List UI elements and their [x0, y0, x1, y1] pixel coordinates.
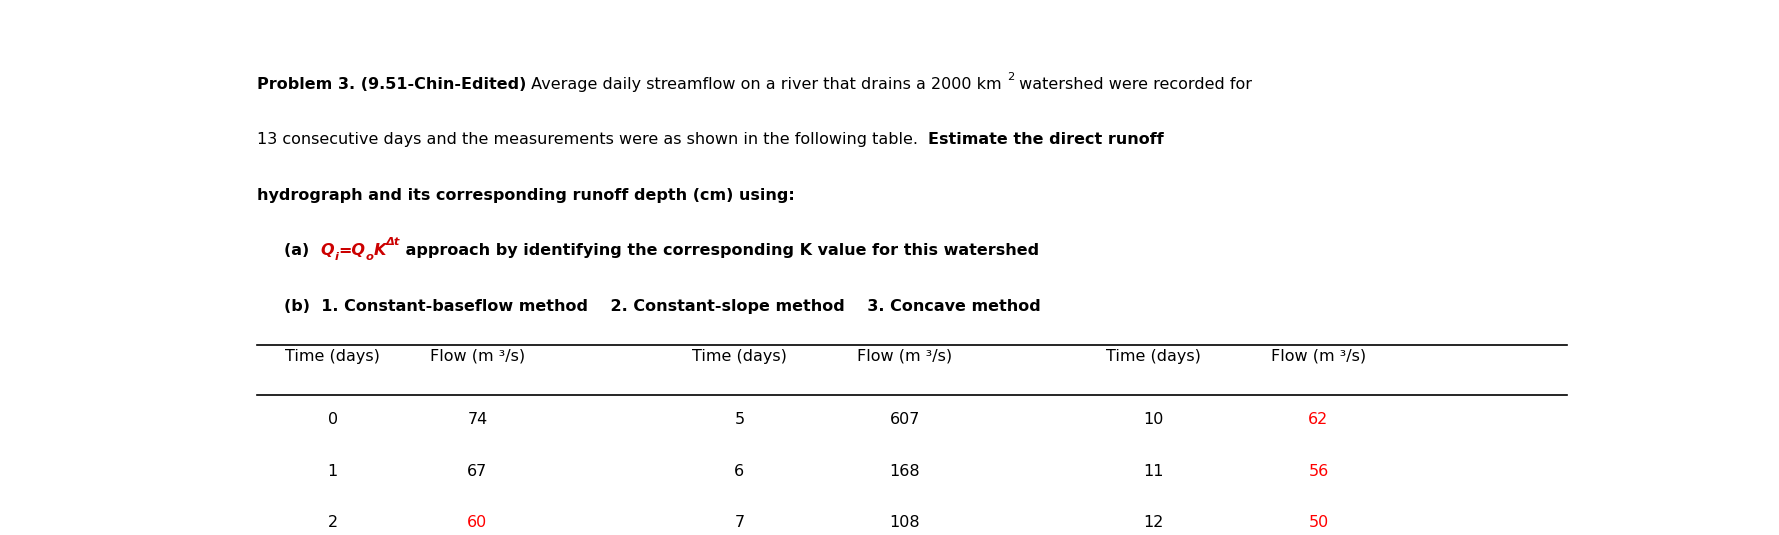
Text: 1: 1 — [327, 464, 338, 479]
Text: Time (days): Time (days) — [285, 349, 381, 364]
Text: 60: 60 — [468, 515, 487, 530]
Text: hydrograph and its corresponding runoff depth (cm) using:: hydrograph and its corresponding runoff … — [256, 188, 795, 203]
Text: 12: 12 — [1142, 515, 1163, 530]
Text: 7: 7 — [735, 515, 744, 530]
Text: Q: Q — [320, 243, 334, 258]
Text: Flow (m ³/s): Flow (m ³/s) — [431, 349, 525, 364]
Text: 50: 50 — [1308, 515, 1329, 530]
Text: 56: 56 — [1308, 464, 1329, 479]
Text: Time (days): Time (days) — [1105, 349, 1201, 364]
Text: Average daily streamflow on a river that drains a 2000 km: Average daily streamflow on a river that… — [527, 77, 1007, 91]
Text: K: K — [374, 243, 386, 258]
Text: Estimate the direct runoff: Estimate the direct runoff — [929, 132, 1163, 147]
Text: 67: 67 — [468, 464, 487, 479]
Text: =Q: =Q — [338, 243, 365, 258]
Text: 2: 2 — [1007, 72, 1014, 82]
Text: 2: 2 — [327, 515, 338, 530]
Text: Flow (m ³/s): Flow (m ³/s) — [1270, 349, 1366, 364]
Text: Problem 3. (9.51-Chin-Edited): Problem 3. (9.51-Chin-Edited) — [256, 77, 527, 91]
Text: i: i — [334, 251, 338, 262]
Text: 6: 6 — [735, 464, 744, 479]
Text: 168: 168 — [890, 464, 920, 479]
Text: approach by identifying the corresponding K value for this watershed: approach by identifying the correspondin… — [400, 243, 1039, 258]
Text: 10: 10 — [1142, 412, 1163, 427]
Text: 62: 62 — [1308, 412, 1329, 427]
Text: (a): (a) — [285, 243, 320, 258]
Text: 0: 0 — [327, 412, 338, 427]
Text: watershed were recorded for: watershed were recorded for — [1014, 77, 1252, 91]
Text: 13 consecutive days and the measurements were as shown in the following table.: 13 consecutive days and the measurements… — [256, 132, 929, 147]
Text: 5: 5 — [735, 412, 744, 427]
Text: 11: 11 — [1142, 464, 1163, 479]
Text: (b)  1. Constant-baseflow method    2. Constant-slope method    3. Concave metho: (b) 1. Constant-baseflow method 2. Const… — [285, 299, 1041, 314]
Text: 108: 108 — [890, 515, 920, 530]
Text: Time (days): Time (days) — [692, 349, 786, 364]
Text: Flow (m ³/s): Flow (m ³/s) — [857, 349, 952, 364]
Text: 607: 607 — [890, 412, 920, 427]
Text: 74: 74 — [468, 412, 487, 427]
Text: Δt: Δt — [386, 237, 400, 247]
Text: o: o — [365, 251, 374, 262]
